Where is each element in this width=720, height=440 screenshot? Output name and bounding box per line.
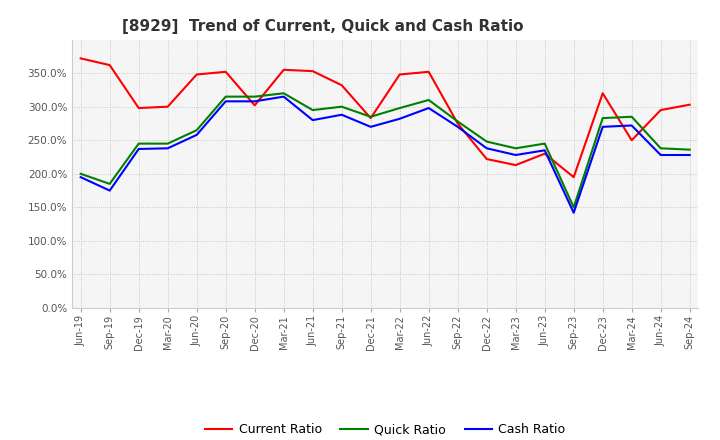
Cash Ratio — [221, 99, 230, 104]
Legend: Current Ratio, Quick Ratio, Cash Ratio: Current Ratio, Quick Ratio, Cash Ratio — [200, 418, 570, 440]
Cash Ratio — [163, 146, 172, 151]
Current Ratio — [454, 121, 462, 126]
Current Ratio — [627, 138, 636, 143]
Current Ratio — [192, 72, 201, 77]
Current Ratio — [685, 102, 694, 107]
Cash Ratio — [482, 146, 491, 151]
Cash Ratio — [366, 124, 375, 129]
Cash Ratio — [338, 112, 346, 117]
Current Ratio — [76, 56, 85, 61]
Quick Ratio — [221, 94, 230, 99]
Quick Ratio — [366, 114, 375, 119]
Current Ratio — [395, 72, 404, 77]
Line: Quick Ratio: Quick Ratio — [81, 93, 690, 207]
Cash Ratio — [135, 147, 143, 152]
Current Ratio — [221, 69, 230, 74]
Quick Ratio — [251, 94, 259, 99]
Quick Ratio — [570, 205, 578, 210]
Current Ratio — [657, 107, 665, 113]
Current Ratio — [105, 62, 114, 68]
Current Ratio — [570, 175, 578, 180]
Cash Ratio — [541, 148, 549, 153]
Cash Ratio — [76, 175, 85, 180]
Current Ratio — [541, 151, 549, 156]
Quick Ratio — [308, 107, 317, 113]
Text: [8929]  Trend of Current, Quick and Cash Ratio: [8929] Trend of Current, Quick and Cash … — [122, 19, 523, 34]
Quick Ratio — [338, 104, 346, 109]
Quick Ratio — [424, 97, 433, 103]
Cash Ratio — [308, 117, 317, 123]
Current Ratio — [366, 115, 375, 121]
Quick Ratio — [454, 119, 462, 124]
Current Ratio — [482, 156, 491, 161]
Cash Ratio — [570, 210, 578, 215]
Quick Ratio — [76, 171, 85, 176]
Current Ratio — [279, 67, 288, 73]
Quick Ratio — [685, 147, 694, 152]
Current Ratio — [598, 91, 607, 96]
Cash Ratio — [598, 124, 607, 129]
Cash Ratio — [627, 123, 636, 128]
Quick Ratio — [135, 141, 143, 146]
Current Ratio — [135, 106, 143, 111]
Quick Ratio — [541, 141, 549, 146]
Current Ratio — [511, 162, 520, 168]
Cash Ratio — [279, 94, 288, 99]
Quick Ratio — [192, 128, 201, 133]
Current Ratio — [163, 104, 172, 109]
Quick Ratio — [627, 114, 636, 119]
Cash Ratio — [454, 124, 462, 129]
Current Ratio — [424, 69, 433, 74]
Cash Ratio — [395, 116, 404, 121]
Quick Ratio — [657, 146, 665, 151]
Line: Cash Ratio: Cash Ratio — [81, 97, 690, 213]
Current Ratio — [251, 103, 259, 108]
Quick Ratio — [279, 91, 288, 96]
Quick Ratio — [163, 141, 172, 146]
Cash Ratio — [105, 188, 114, 193]
Cash Ratio — [251, 99, 259, 104]
Cash Ratio — [685, 152, 694, 158]
Cash Ratio — [424, 106, 433, 111]
Quick Ratio — [395, 106, 404, 111]
Current Ratio — [338, 83, 346, 88]
Current Ratio — [308, 69, 317, 74]
Quick Ratio — [598, 115, 607, 121]
Cash Ratio — [511, 152, 520, 158]
Quick Ratio — [482, 139, 491, 144]
Line: Current Ratio: Current Ratio — [81, 59, 690, 177]
Quick Ratio — [105, 181, 114, 187]
Quick Ratio — [511, 146, 520, 151]
Cash Ratio — [192, 132, 201, 138]
Cash Ratio — [657, 152, 665, 158]
